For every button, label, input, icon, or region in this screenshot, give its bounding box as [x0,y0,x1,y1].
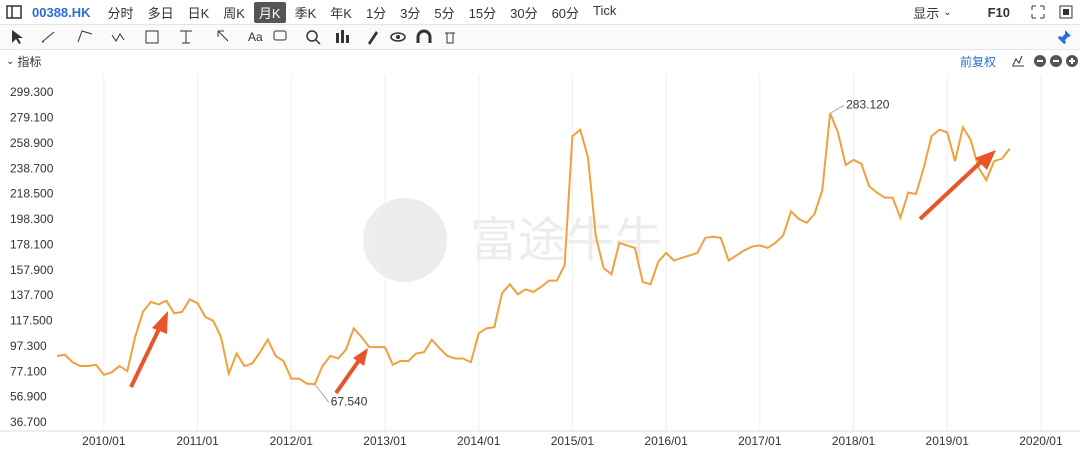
pin-icon[interactable] [1056,29,1072,45]
f10-button[interactable]: F10 [987,4,1010,20]
period-tab[interactable]: 月K [253,1,286,23]
y-tick-label: 77.100 [10,364,47,378]
y-tick-label: 198.300 [10,212,54,226]
period-tabs: 分时 多日 日K 周K 月K 季K 年K 1分 3分 5分 15分 30分 60分 Tick [103,1,626,23]
y-tick-label: 137.700 [10,288,54,302]
x-tick-label: 2017/01 [738,434,782,448]
chevron: ⌄ [943,6,952,18]
period-tab[interactable]: 30分 [510,5,538,21]
y-tick-label: 36.700 [10,415,47,429]
period-tab[interactable]: 5分 [434,5,455,21]
period-tab[interactable]: 年K [330,5,352,21]
period-tab[interactable]: 日K [187,5,210,21]
annotation-label: 283.120 [846,97,890,111]
y-tick-label: 279.100 [10,111,54,125]
chevron: ⌄ [6,55,15,67]
x-tick-label: 2019/01 [926,434,970,448]
adjust-menu[interactable]: 前复权 [959,54,996,69]
y-tick-label: 299.300 [10,85,54,99]
period-tab[interactable]: 15分 [468,5,497,21]
price-line [56,112,1011,386]
x-tick-label: 2018/01 [832,434,876,448]
display-menu[interactable]: 显示 [913,5,940,21]
indicator-icons[interactable] [1010,54,1080,68]
x-tick-label: 2016/01 [644,434,688,448]
x-tick-label: 2011/01 [176,434,219,448]
y-tick-label: 218.500 [10,187,54,201]
x-tick-label: 2015/01 [551,434,595,448]
x-tick-label: 2013/01 [363,434,407,448]
window-icons[interactable] [1030,4,1080,20]
sidebar-icon[interactable] [6,4,22,20]
y-tick-label: 178.100 [10,237,54,251]
drawing-toolbar: Aa [0,24,1080,50]
x-tick-label: 2012/01 [270,434,314,448]
y-tick-label: 97.300 [10,339,47,353]
period-tab[interactable]: 60分 [551,5,580,21]
period-tab[interactable]: 3分 [400,5,421,21]
x-tick-label: 2010/01 [82,434,126,448]
indicator-bar: ⌄ 指标 前复权 [0,50,1080,72]
period-tab[interactable]: 分时 [107,5,134,21]
symbol[interactable]: 00388.HK [32,4,91,20]
y-tick-label: 238.700 [10,161,54,175]
y-tick-label: 56.900 [10,390,47,404]
watermark: 富途牛牛 [363,198,662,282]
annotation-arrows [129,150,996,395]
text-tool[interactable]: Aa [248,30,263,44]
y-tick-label: 157.900 [10,263,54,277]
annotation-leader [314,383,330,403]
period-tab[interactable]: 季K [294,5,317,21]
top-toolbar: 00388.HK 分时 多日 日K 周K 月K 季K 年K 1分 3分 5分 15分 30分 60分 Ti… [0,0,1080,24]
drawing-tools[interactable]: Aa [8,27,468,47]
annotation-leader [829,104,845,114]
y-tick-label: 117.500 [10,314,53,328]
period-tab[interactable]: 多日 [147,5,174,21]
period-tab[interactable]: Tick [593,2,617,18]
x-tick-label: 2014/01 [457,434,501,448]
period-tab[interactable]: 1分 [365,5,387,21]
period-tab[interactable]: 周K [223,5,245,21]
indicator-label[interactable]: 指标 [17,54,42,69]
x-tick-label: 2020/01 [1019,434,1063,448]
y-tick-label: 258.900 [10,136,54,150]
annotation-label: 67.540 [331,394,368,408]
